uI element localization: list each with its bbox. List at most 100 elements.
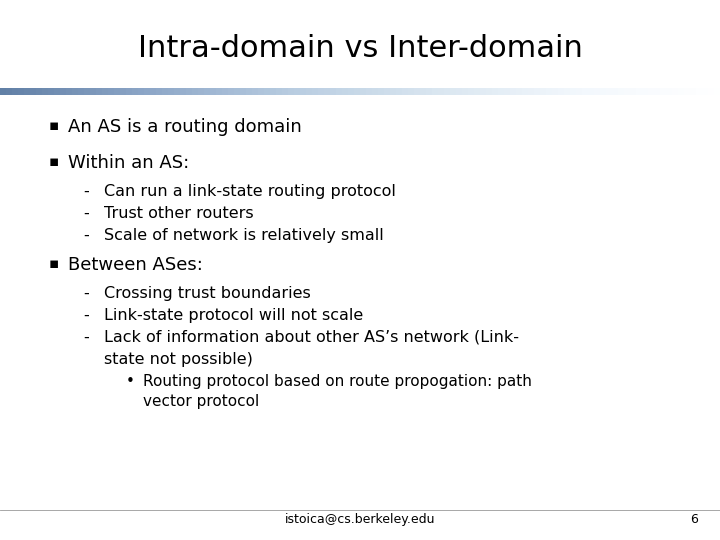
Bar bbox=[132, 88, 140, 95]
Bar bbox=[648, 88, 655, 95]
Bar bbox=[90, 88, 97, 95]
Bar bbox=[210, 88, 217, 95]
Bar bbox=[624, 88, 631, 95]
Bar bbox=[582, 88, 590, 95]
Bar bbox=[114, 88, 122, 95]
Bar bbox=[684, 88, 691, 95]
Bar bbox=[552, 88, 559, 95]
Text: 6: 6 bbox=[690, 513, 698, 526]
Text: -: - bbox=[83, 206, 89, 221]
Bar bbox=[174, 88, 181, 95]
Bar bbox=[714, 88, 720, 95]
Bar bbox=[348, 88, 356, 95]
Bar bbox=[468, 88, 475, 95]
Text: Lack of information about other AS’s network (Link-: Lack of information about other AS’s net… bbox=[104, 330, 519, 345]
Bar bbox=[312, 88, 320, 95]
Bar bbox=[54, 88, 61, 95]
Bar bbox=[576, 88, 583, 95]
Text: ▪: ▪ bbox=[49, 154, 59, 169]
Text: •: • bbox=[126, 374, 135, 389]
Bar bbox=[642, 88, 649, 95]
Bar bbox=[402, 88, 410, 95]
Bar bbox=[42, 88, 50, 95]
Bar bbox=[6, 88, 14, 95]
Bar bbox=[84, 88, 91, 95]
Bar bbox=[378, 88, 385, 95]
Bar bbox=[618, 88, 626, 95]
Bar bbox=[216, 88, 223, 95]
Bar bbox=[498, 88, 505, 95]
Bar bbox=[474, 88, 482, 95]
Bar bbox=[480, 88, 487, 95]
Bar bbox=[696, 88, 703, 95]
Bar bbox=[534, 88, 541, 95]
Bar bbox=[546, 88, 554, 95]
Bar bbox=[360, 88, 367, 95]
Bar bbox=[300, 88, 307, 95]
Bar bbox=[588, 88, 595, 95]
Bar bbox=[366, 88, 374, 95]
Bar bbox=[606, 88, 613, 95]
Bar bbox=[120, 88, 127, 95]
Text: Between ASes:: Between ASes: bbox=[68, 256, 203, 274]
Bar bbox=[48, 88, 55, 95]
Text: Intra-domain vs Inter-domain: Intra-domain vs Inter-domain bbox=[138, 34, 582, 63]
Bar bbox=[192, 88, 199, 95]
Bar bbox=[60, 88, 68, 95]
Bar bbox=[102, 88, 109, 95]
Bar bbox=[324, 88, 331, 95]
Bar bbox=[672, 88, 680, 95]
Bar bbox=[264, 88, 271, 95]
Bar bbox=[654, 88, 662, 95]
Text: -: - bbox=[83, 228, 89, 243]
Bar bbox=[12, 88, 19, 95]
Bar bbox=[318, 88, 325, 95]
Bar bbox=[570, 88, 577, 95]
Bar bbox=[276, 88, 284, 95]
Bar bbox=[594, 88, 601, 95]
Bar bbox=[234, 88, 241, 95]
Bar bbox=[408, 88, 415, 95]
Bar bbox=[630, 88, 637, 95]
Bar bbox=[336, 88, 343, 95]
Bar bbox=[396, 88, 403, 95]
Text: Link-state protocol will not scale: Link-state protocol will not scale bbox=[104, 308, 364, 323]
Bar bbox=[702, 88, 709, 95]
Bar bbox=[456, 88, 464, 95]
Bar bbox=[522, 88, 529, 95]
Bar bbox=[96, 88, 104, 95]
Text: vector protocol: vector protocol bbox=[143, 394, 258, 409]
Bar bbox=[558, 88, 565, 95]
Bar bbox=[372, 88, 379, 95]
Bar bbox=[432, 88, 439, 95]
Bar bbox=[390, 88, 397, 95]
Bar bbox=[204, 88, 212, 95]
Bar bbox=[36, 88, 43, 95]
Bar bbox=[282, 88, 289, 95]
Bar bbox=[144, 88, 151, 95]
Bar bbox=[564, 88, 572, 95]
Text: An AS is a routing domain: An AS is a routing domain bbox=[68, 118, 302, 136]
Bar bbox=[660, 88, 667, 95]
Text: ▪: ▪ bbox=[49, 256, 59, 271]
Text: Scale of network is relatively small: Scale of network is relatively small bbox=[104, 228, 384, 243]
Bar bbox=[306, 88, 313, 95]
Bar bbox=[186, 88, 194, 95]
Text: istoica@cs.berkeley.edu: istoica@cs.berkeley.edu bbox=[284, 513, 436, 526]
Bar bbox=[258, 88, 266, 95]
Text: Crossing trust boundaries: Crossing trust boundaries bbox=[104, 286, 311, 301]
Bar bbox=[438, 88, 446, 95]
Text: -: - bbox=[83, 286, 89, 301]
Bar bbox=[510, 88, 518, 95]
Bar bbox=[228, 88, 235, 95]
Text: state not possible): state not possible) bbox=[104, 352, 253, 367]
Bar bbox=[78, 88, 86, 95]
Bar bbox=[108, 88, 115, 95]
Bar bbox=[168, 88, 176, 95]
Bar bbox=[678, 88, 685, 95]
Bar bbox=[420, 88, 428, 95]
Bar bbox=[612, 88, 619, 95]
Bar bbox=[294, 88, 302, 95]
Text: Within an AS:: Within an AS: bbox=[68, 154, 189, 172]
Text: Trust other routers: Trust other routers bbox=[104, 206, 254, 221]
